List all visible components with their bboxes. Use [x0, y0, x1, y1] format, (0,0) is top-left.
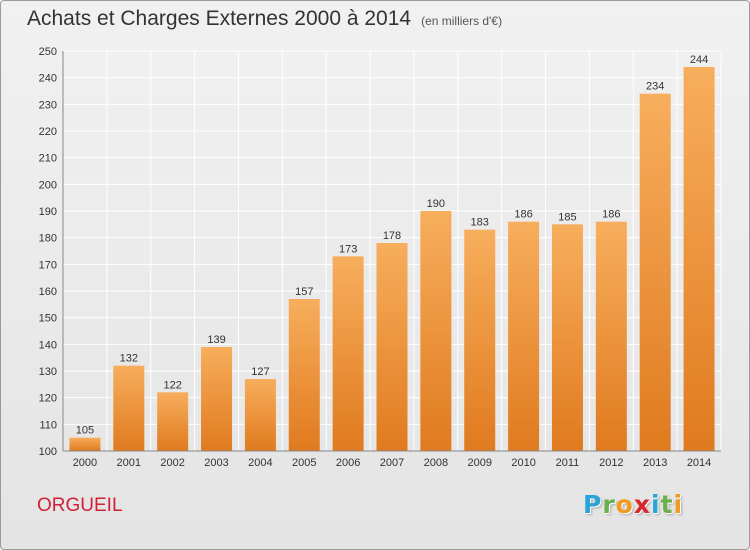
- chart-title: Achats et Charges Externes 2000 à 2014 (e…: [27, 7, 502, 31]
- logo-letter: x: [633, 490, 651, 519]
- x-tick-label: 2013: [643, 457, 667, 469]
- bar[interactable]: [157, 392, 189, 451]
- logo-letter: o: [615, 490, 634, 519]
- bar[interactable]: [201, 347, 233, 451]
- chart-title-text: Achats et Charges Externes 2000 à 2014: [27, 7, 412, 30]
- bar-value-label: 122: [163, 379, 181, 391]
- x-tick-label: 2001: [117, 457, 141, 469]
- bar-value-label: 244: [690, 54, 708, 66]
- bar-value-label: 139: [207, 334, 225, 346]
- x-tick-label: 2010: [511, 457, 535, 469]
- bar[interactable]: [332, 256, 364, 451]
- y-tick-label: 180: [39, 233, 57, 245]
- x-tick-label: 2003: [204, 457, 228, 469]
- y-tick-label: 120: [39, 393, 57, 405]
- bar[interactable]: [376, 243, 408, 451]
- bar[interactable]: [464, 229, 496, 451]
- label-layer: 105 132 122 139 127 157 173 178 190 183 186 185 186 2…: [76, 54, 708, 437]
- y-tick-label: 150: [39, 313, 57, 325]
- y-tick-label: 200: [39, 179, 57, 191]
- logo-letter: t: [660, 490, 674, 519]
- x-tick-label: 2007: [380, 457, 404, 469]
- y-tick-label: 210: [39, 153, 57, 165]
- bar[interactable]: [69, 437, 101, 451]
- x-tick-label: 2004: [248, 457, 272, 469]
- x-tick-label: 2011: [556, 457, 580, 469]
- bar-value-label: 186: [514, 209, 532, 221]
- y-tick-label: 220: [39, 126, 57, 138]
- x-tick-label: 2000: [73, 457, 97, 469]
- y-tick-label: 130: [39, 366, 57, 378]
- bar-value-label: 178: [383, 230, 401, 242]
- y-tick-label: 140: [39, 339, 57, 351]
- bar[interactable]: [551, 224, 583, 451]
- bar-value-label: 132: [120, 353, 138, 365]
- x-tick-label: 2008: [424, 457, 448, 469]
- bar[interactable]: [288, 299, 320, 451]
- bar-value-label: 190: [427, 198, 445, 210]
- x-tick-label: 2005: [292, 457, 316, 469]
- bar[interactable]: [244, 379, 276, 451]
- bar[interactable]: [595, 221, 627, 451]
- bar[interactable]: [508, 221, 540, 451]
- bar-value-label: 185: [558, 211, 576, 223]
- bar-value-label: 173: [339, 243, 357, 255]
- bar-value-label: 234: [646, 81, 664, 93]
- town-name: ORGUEIL: [37, 495, 123, 516]
- x-tick-label: 2006: [336, 457, 360, 469]
- y-tick-label: 110: [39, 419, 57, 431]
- logo-letter: P: [583, 490, 603, 519]
- x-tick-label: 2009: [467, 457, 491, 469]
- logo-letter: r: [602, 490, 616, 519]
- y-tick-label: 100: [39, 446, 57, 458]
- y-tick-label: 250: [39, 46, 57, 58]
- bar-layer: [69, 67, 715, 452]
- proxiti-logo[interactable]: Proxiti: [583, 490, 683, 519]
- x-tick-label: 2014: [687, 457, 711, 469]
- bar[interactable]: [113, 365, 145, 451]
- bar[interactable]: [420, 211, 452, 451]
- bar-value-label: 186: [602, 209, 620, 221]
- bar-value-label: 127: [251, 366, 269, 378]
- axis-layer: 100 110 120 130 140 150 160 170 180 190 200 210 220 2…: [39, 46, 721, 469]
- bar-value-label: 157: [295, 286, 313, 298]
- x-tick-label: 2002: [160, 457, 184, 469]
- bar[interactable]: [683, 67, 715, 451]
- bar-value-label: 183: [471, 217, 489, 229]
- chart-subtitle: (en milliers d'€): [421, 14, 503, 28]
- bar[interactable]: [639, 93, 671, 452]
- logo-letter: i: [673, 490, 684, 519]
- y-tick-label: 160: [39, 286, 57, 298]
- y-tick-label: 170: [39, 259, 57, 271]
- y-tick-label: 230: [39, 99, 57, 111]
- logo-letter: i: [651, 490, 661, 519]
- x-tick-label: 2012: [599, 457, 623, 469]
- y-tick-label: 190: [39, 206, 57, 218]
- bar-value-label: 105: [76, 425, 94, 437]
- y-tick-label: 240: [39, 73, 57, 85]
